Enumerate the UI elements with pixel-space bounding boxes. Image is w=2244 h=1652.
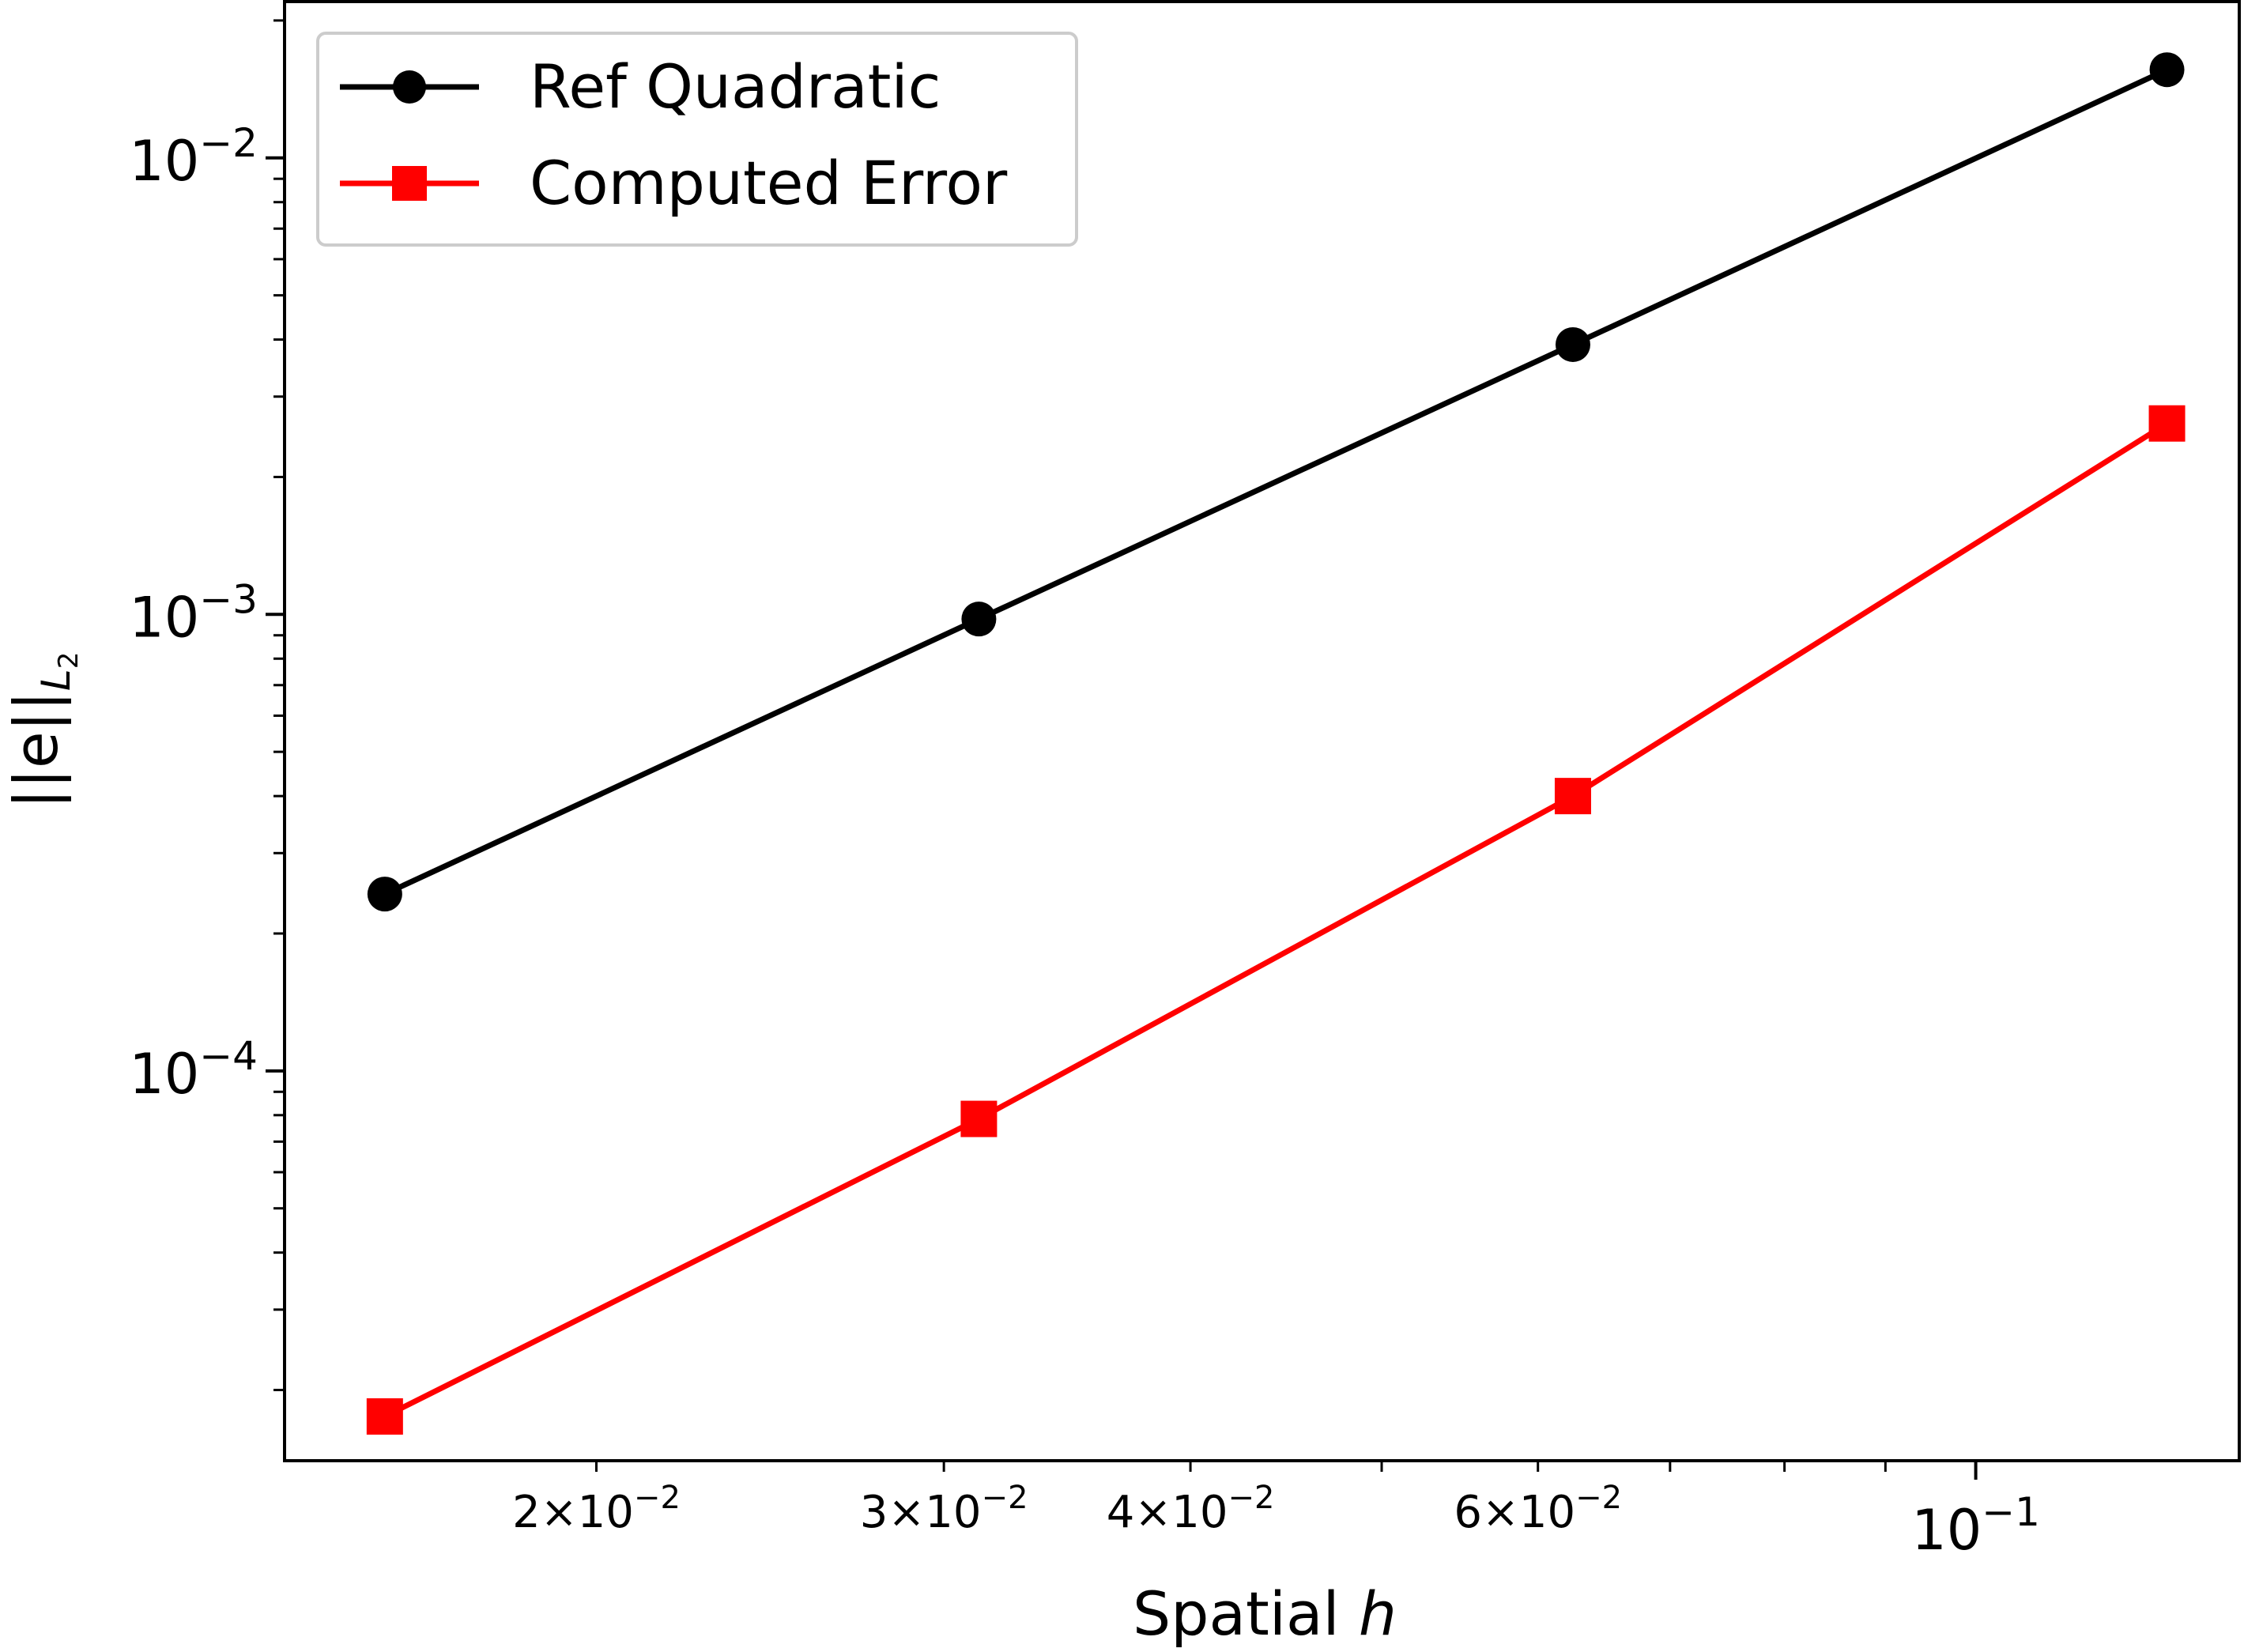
data-point (960, 1100, 998, 1137)
x-tick-label: 10−1 (1911, 1489, 2040, 1563)
y-axis-title: ||e||L2 (1, 652, 85, 809)
data-series (366, 52, 2186, 1435)
y-tick-label: 10−4 (129, 1033, 258, 1107)
x-minor-tick-label: 6×10−2 (1454, 1480, 1622, 1538)
legend-marker-ref-quadratic (393, 70, 426, 104)
legend: Ref Quadratic Computed Error (316, 32, 1078, 247)
legend-label-computed-error: Computed Error (530, 148, 1008, 218)
x-minor-tick-label: 2×10−2 (512, 1480, 681, 1538)
data-point (366, 1398, 403, 1435)
y-tick-label: 10−2 (129, 120, 258, 194)
series-line-1 (383, 421, 2169, 1420)
data-point (2149, 52, 2185, 88)
plot-frame (283, 0, 2241, 1462)
legend-label-ref-quadratic: Ref Quadratic (530, 51, 941, 122)
x-minor-tick-label: 3×10−2 (860, 1480, 1028, 1538)
legend-marker-computed-error (392, 166, 427, 201)
data-point (961, 602, 997, 637)
data-point (367, 877, 402, 912)
data-point (2148, 405, 2186, 442)
data-point (1554, 778, 1591, 815)
data-point (1555, 326, 1590, 362)
legend-box (316, 32, 1078, 247)
x-minor-tick-label: 4×10−2 (1107, 1480, 1275, 1538)
y-tick-label: 10−3 (129, 576, 258, 650)
x-axis-title: Spatial h (1133, 1578, 1397, 1649)
axis-ticks: 10−1 2×10−2 3×10−2 4×10−2 6×10−2 10−4 10−3 10−2 (129, 19, 2040, 1563)
series-line-0 (383, 67, 2169, 897)
